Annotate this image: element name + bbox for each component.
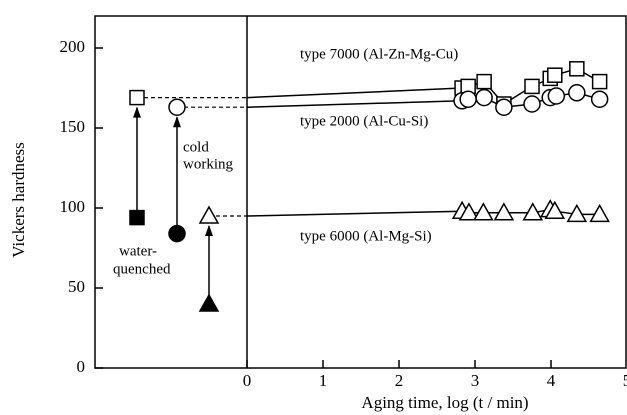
y-tick-label: 150 xyxy=(60,117,86,136)
water-quenched-point xyxy=(168,224,186,243)
data-point xyxy=(591,73,608,90)
arrow-head xyxy=(205,225,213,236)
x-axis-label: Aging time, log (t / min) xyxy=(361,393,528,412)
data-point xyxy=(493,202,515,221)
data-point xyxy=(476,73,492,90)
data-point xyxy=(458,202,480,221)
water-quenched-point xyxy=(198,293,220,312)
data-point xyxy=(547,87,566,105)
data-point xyxy=(473,202,494,221)
x-tick-label: 3 xyxy=(471,371,480,390)
series-label: type 7000 (Al-Zn-Mg-Cu) xyxy=(300,46,458,62)
connector xyxy=(246,87,463,99)
data-point xyxy=(589,203,610,223)
data-point xyxy=(459,90,477,108)
water-quenched-point xyxy=(129,209,145,226)
annotation: working xyxy=(183,156,233,172)
annotation: cold xyxy=(183,139,209,155)
y-tick-label: 100 xyxy=(60,197,86,216)
y-tick-label: 50 xyxy=(68,277,85,296)
x-tick-label: 0 xyxy=(243,371,252,390)
annotation: water- xyxy=(119,243,157,259)
y-tick-label: 0 xyxy=(77,357,86,376)
y-axis-label: Vickers hardness xyxy=(9,142,28,258)
data-point xyxy=(475,88,493,107)
plot-frame xyxy=(94,15,627,369)
x-tick-label: 1 xyxy=(319,371,328,390)
connector xyxy=(246,210,463,217)
data-point xyxy=(569,61,585,77)
data-point xyxy=(547,67,563,83)
annotation: quenched xyxy=(113,261,171,277)
data-point xyxy=(568,84,586,102)
arrow-head xyxy=(173,116,181,128)
x-tick-label: 2 xyxy=(395,371,404,390)
data-point xyxy=(495,98,513,116)
series-label: type 2000 (Al-Cu-Si) xyxy=(300,113,428,129)
data-point xyxy=(524,78,540,95)
data-point xyxy=(566,203,588,223)
series-label: type 6000 (Al-Mg-Si) xyxy=(300,228,432,244)
connector xyxy=(246,100,463,108)
arrow-head xyxy=(133,106,141,118)
data-point xyxy=(523,95,541,113)
cold-worked-point xyxy=(198,205,220,224)
cold-worked-point xyxy=(168,98,186,116)
data-point xyxy=(590,90,609,108)
cold-worked-point xyxy=(129,89,145,106)
x-tick-label: 5 xyxy=(623,371,627,390)
data-point xyxy=(522,202,544,221)
x-tick-label: 4 xyxy=(547,371,556,390)
data-point xyxy=(544,200,566,219)
y-tick-label: 200 xyxy=(60,37,86,56)
